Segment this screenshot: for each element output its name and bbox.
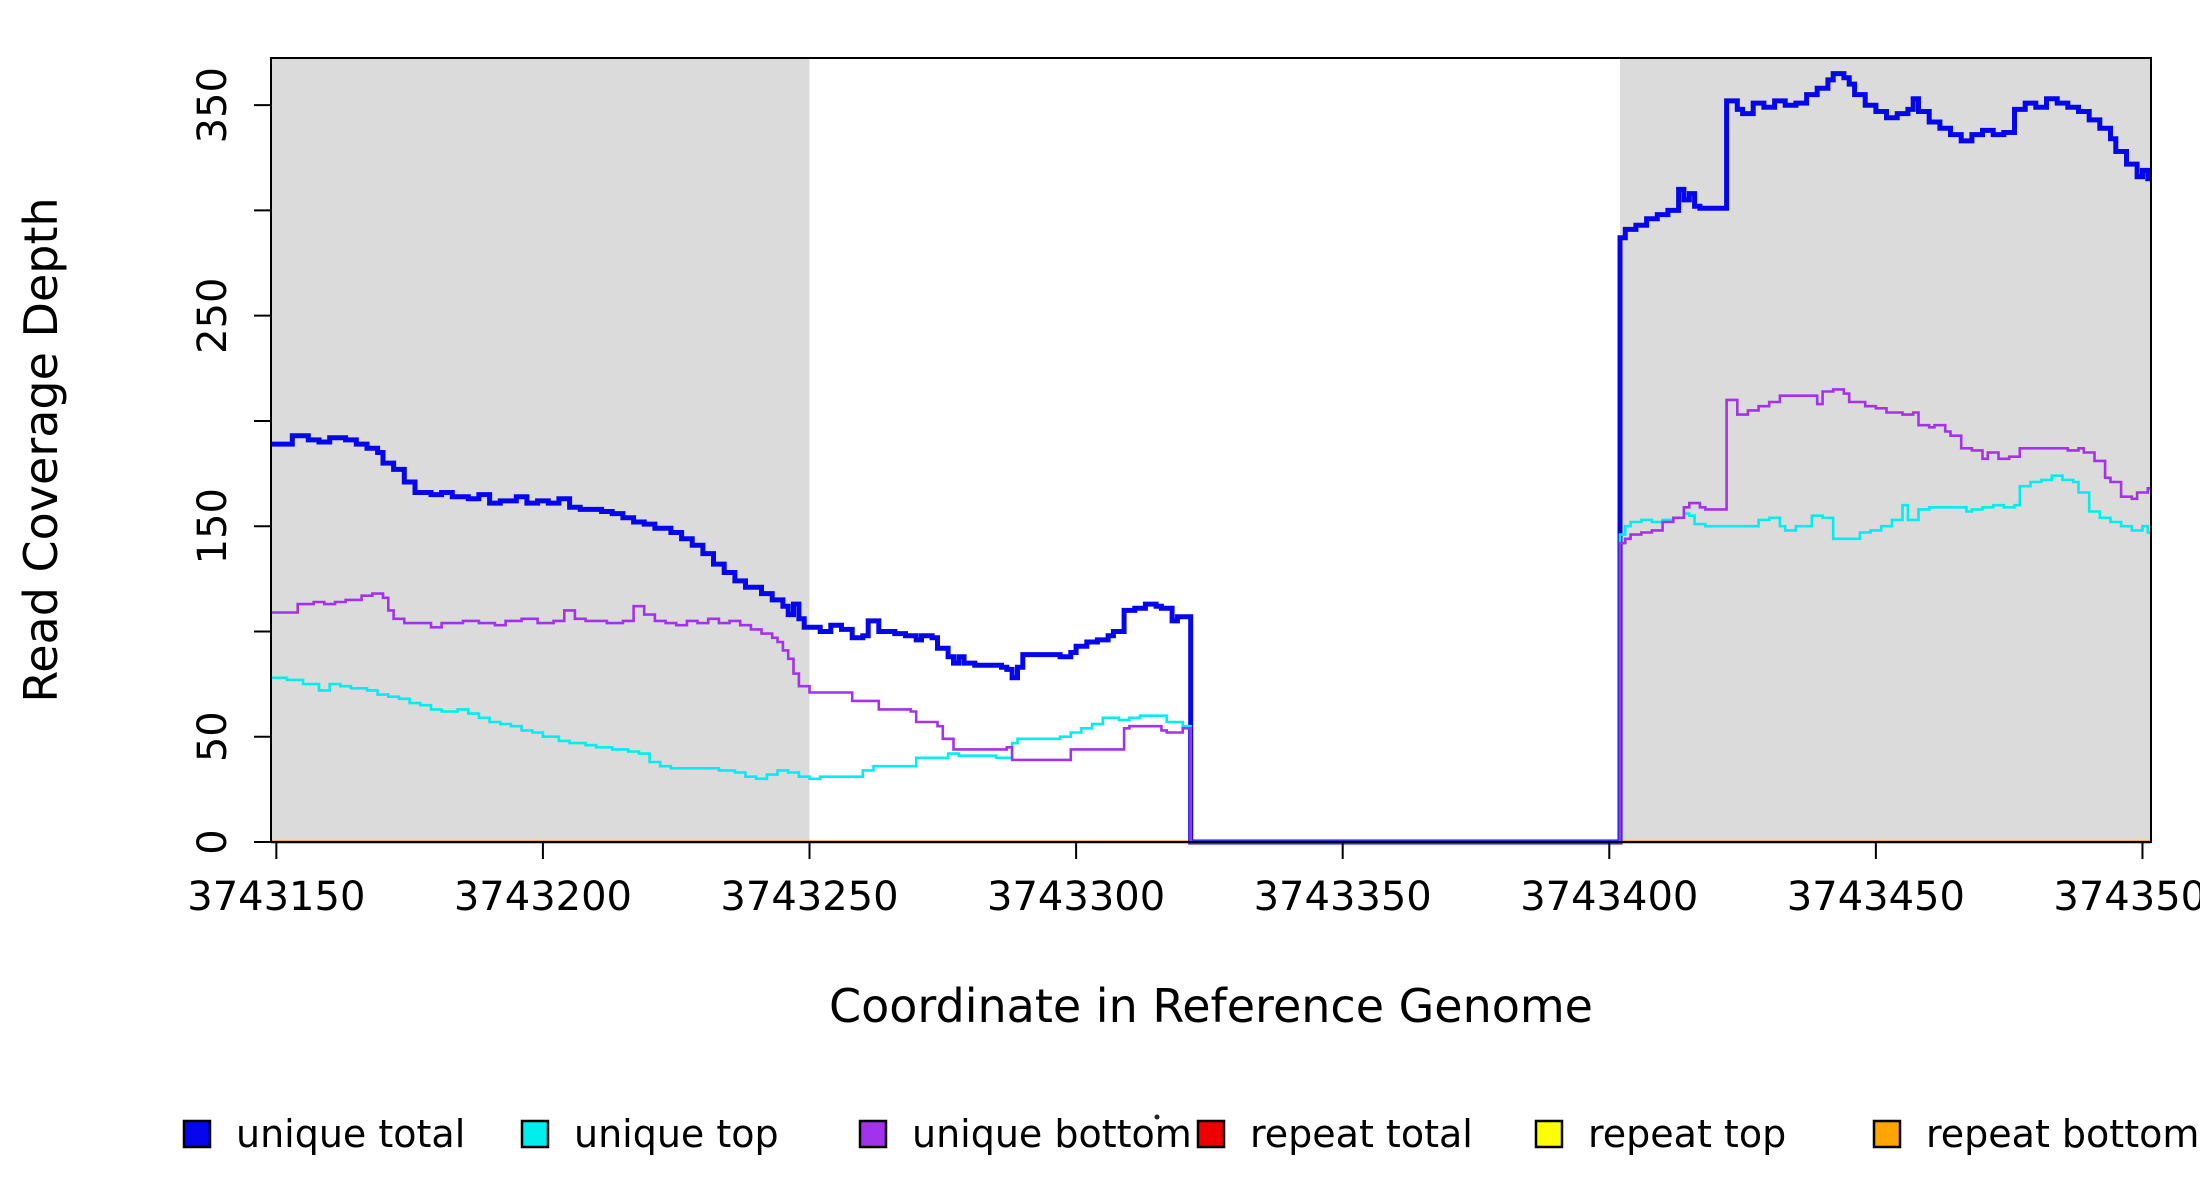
legend-label-unique-total: unique total <box>236 1112 465 1156</box>
series-line-unique-total <box>271 71 2151 845</box>
x-tick-label: 3743300 <box>987 874 1165 920</box>
x-axis-title: Coordinate in Reference Genome <box>829 979 1593 1033</box>
legend-swatch-unique-total <box>182 1119 212 1149</box>
legend-label-unique-bottom: unique bottom <box>912 1112 1192 1156</box>
chart-legend: unique total unique top unique bottom repea… <box>182 1112 2199 1156</box>
y-axis-ticks: 0 50 150 250 350 <box>190 67 271 855</box>
legend-swatch-unique-bottom <box>858 1119 888 1149</box>
legend-label-repeat-total: repeat total <box>1250 1112 1473 1156</box>
legend-swatch-repeat-total <box>1196 1119 1226 1149</box>
plot-border <box>270 57 2152 843</box>
shaded-region-1 <box>271 58 810 842</box>
series-line-unique-bottom <box>271 388 2151 844</box>
legend-swatch-repeat-bottom <box>1872 1119 1902 1149</box>
x-tick-label: 3743450 <box>1787 874 1965 920</box>
legend-label-repeat-bottom: repeat bottom <box>1926 1112 2199 1156</box>
stray-dot <box>1154 1114 1160 1120</box>
plot-frame <box>270 57 2152 843</box>
shaded-region-2 <box>1619 58 2151 842</box>
x-tick-label: 3743200 <box>454 874 632 920</box>
y-tick-label: 0 <box>190 829 236 854</box>
x-tick-label: 3743400 <box>1520 874 1698 920</box>
legend-swatch-repeat-top <box>1534 1119 1564 1149</box>
y-axis-title: Read Coverage Depth <box>14 197 68 702</box>
y-tick-label: 50 <box>190 711 236 762</box>
legend-label-repeat-top: repeat top <box>1588 1112 1786 1156</box>
x-tick-label: 3743250 <box>720 874 898 920</box>
legend-swatch-unique-top <box>520 1119 550 1149</box>
legend-label-unique-top: unique top <box>574 1112 779 1156</box>
y-tick-label: 150 <box>190 488 236 564</box>
shaded-regions <box>271 58 2151 842</box>
y-tick-label: 250 <box>190 278 236 354</box>
series-line-unique-top <box>271 474 2151 844</box>
x-tick-label: 3743350 <box>1254 874 1432 920</box>
y-tick-label: 350 <box>190 67 236 143</box>
x-tick-label: 3743150 <box>187 874 365 920</box>
x-axis-ticks: 3743150 3743200 3743250 3743300 3743350 37434… <box>187 842 2200 920</box>
